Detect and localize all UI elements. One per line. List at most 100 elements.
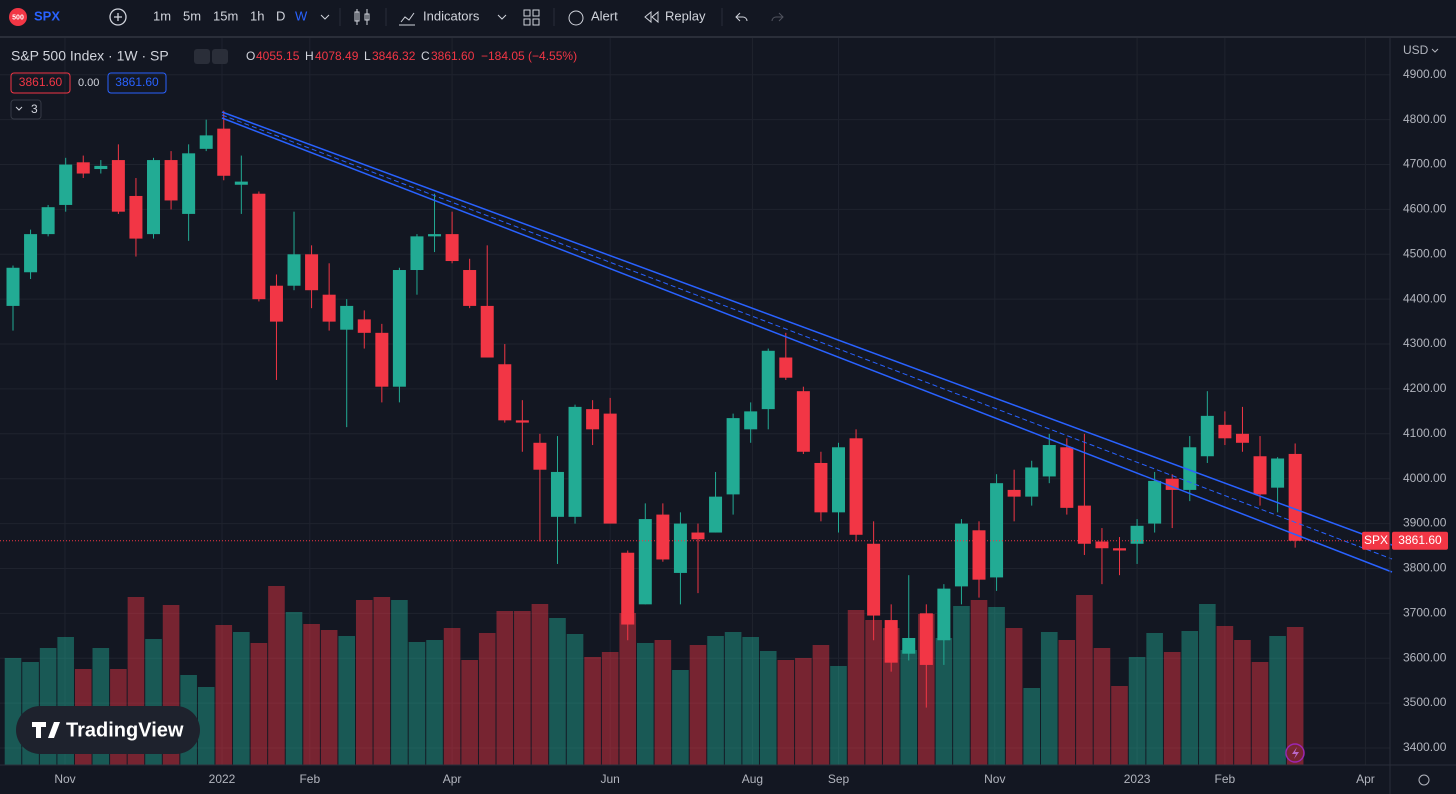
candle-body: [937, 588, 951, 641]
chart-type-icon[interactable]: [354, 9, 370, 25]
interval[interactable]: 1m: [153, 8, 171, 23]
volume-bar: [830, 666, 847, 765]
candle-body: [673, 523, 687, 573]
volume-bar: [443, 628, 461, 765]
volume-bar: [970, 600, 988, 765]
interval-active[interactable]: W: [295, 8, 308, 23]
x-tick-label: Feb: [1215, 772, 1236, 786]
event-icon[interactable]: [1285, 743, 1305, 763]
volume-bar: [795, 658, 812, 765]
candle-body: [1007, 489, 1021, 497]
redo[interactable]: [771, 12, 784, 22]
volume-bar: [215, 625, 233, 765]
candle-body: [1253, 456, 1267, 495]
candle-body: [129, 195, 143, 239]
volume-bar: [1163, 652, 1181, 765]
logo-text: 500: [12, 14, 24, 21]
axes: 3400.00 3500.00 3600.00 3700.00 3800.00 3900.…: [54, 67, 1446, 786]
separator: [339, 8, 387, 26]
indicators-icon[interactable]: [399, 12, 415, 26]
candle-body: [147, 160, 161, 235]
add-symbol[interactable]: [109, 8, 127, 26]
candle-body: [410, 236, 424, 271]
interval[interactable]: 1h: [250, 8, 264, 23]
candle-body: [498, 364, 512, 421]
y-tick-label: 4100.00: [1403, 426, 1447, 440]
candle-body: [1271, 458, 1285, 488]
legend-btn[interactable]: [194, 49, 210, 64]
symbol[interactable]: SPX: [34, 8, 60, 23]
chevron[interactable]: [497, 14, 507, 20]
candle-body: [1113, 548, 1127, 551]
volume-bar: [601, 652, 619, 765]
x-tick-label: 2022: [209, 772, 236, 786]
indicators-toggle[interactable]: [10, 99, 42, 120]
candle-body: [1148, 480, 1162, 524]
replay-icon[interactable]: [644, 10, 659, 24]
candle-body: [76, 162, 90, 174]
interval[interactable]: 5m: [183, 8, 201, 23]
candle-body: [884, 620, 898, 663]
indicators[interactable]: Indicators: [423, 8, 480, 23]
candle-body: [182, 153, 196, 214]
buy-box[interactable]: [107, 72, 167, 94]
settings-icon[interactable]: [1418, 774, 1430, 786]
candle-body: [831, 447, 845, 513]
legend-btn[interactable]: [212, 49, 228, 64]
x-tick-label: Apr: [443, 772, 462, 786]
y-tick-label: 3400.00: [1403, 740, 1447, 754]
volume-bar: [636, 643, 654, 765]
candle-body: [586, 409, 600, 430]
candle-body: [990, 483, 1004, 578]
chevron[interactable]: [320, 14, 330, 20]
volume-bar: [724, 632, 742, 765]
alert[interactable]: Alert: [591, 8, 618, 23]
undo[interactable]: [735, 12, 748, 22]
y-tick-label: 3900.00: [1403, 516, 1447, 530]
branding-pill[interactable]: [16, 706, 200, 754]
volume-bar: [1076, 595, 1093, 765]
interval[interactable]: D: [276, 8, 285, 23]
alert-icon[interactable]: [568, 10, 584, 26]
volume-bar: [988, 607, 1005, 765]
candle-body: [902, 637, 916, 654]
volume-bar: [285, 612, 303, 765]
candle-body: [252, 193, 266, 300]
legend-title: S&P 500 Index · 1W · SP: [11, 48, 169, 64]
candle-body: [1042, 445, 1056, 477]
candle-body: [867, 543, 881, 616]
trendline: [221, 111, 1393, 546]
volume-bar: [514, 611, 531, 765]
legend-c: C: [421, 49, 430, 63]
candle-body: [1077, 505, 1091, 544]
legend-o: O: [246, 49, 255, 63]
replay[interactable]: Replay: [665, 8, 706, 23]
ask: 3861.60: [115, 75, 159, 89]
y-tick-label: 4600.00: [1403, 202, 1447, 216]
interval[interactable]: 15m: [213, 8, 238, 23]
volume-bar: [672, 670, 689, 765]
candle-body: [59, 164, 73, 205]
branding: TradingView: [66, 719, 184, 741]
bolt: [1292, 747, 1299, 759]
candle-body: [972, 530, 986, 580]
x-tick-label: Apr: [1356, 772, 1375, 786]
candle-body: [305, 254, 319, 291]
x-tick-label: Nov: [984, 772, 1005, 786]
candle-body: [550, 471, 564, 517]
candle-body: [1235, 433, 1249, 443]
price-label-bg: [1392, 531, 1448, 550]
chevron[interactable]: [1431, 48, 1439, 53]
volume-bar: [654, 640, 672, 765]
volume-bar: [847, 610, 865, 765]
sell-box[interactable]: [10, 72, 71, 94]
y-tick-label: 3700.00: [1403, 605, 1447, 619]
volume-bar: [900, 650, 918, 765]
y-tick-label: 4700.00: [1403, 157, 1447, 171]
symbol-logo[interactable]: [9, 8, 27, 26]
layout-icon[interactable]: [523, 9, 540, 26]
candle-body: [41, 207, 55, 235]
candle-body: [322, 294, 336, 322]
volume-bar: [1023, 688, 1040, 765]
candle-body: [1025, 467, 1039, 497]
